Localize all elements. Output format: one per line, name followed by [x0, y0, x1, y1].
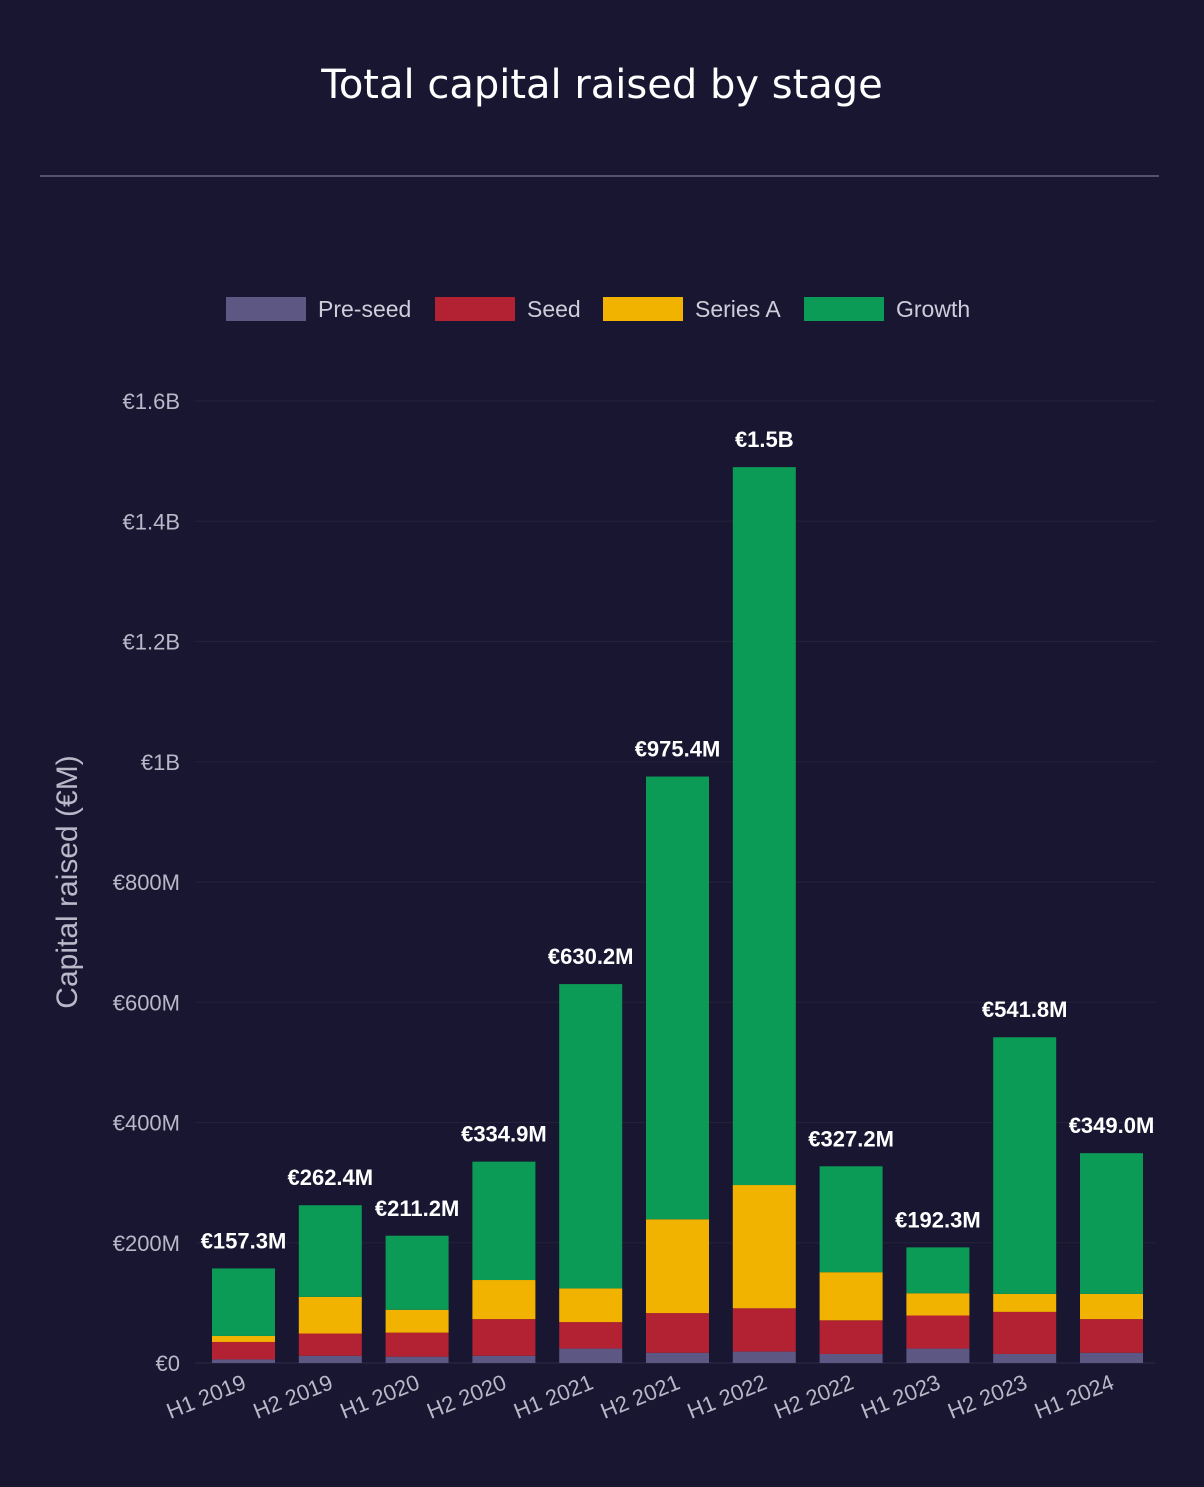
bar-segment-pre-seed [732, 1351, 796, 1363]
bar-segment-series-a [385, 1309, 449, 1333]
bar-segment-seed [993, 1311, 1057, 1354]
bar-segment-series-a [212, 1335, 275, 1342]
bar-segment-seed [819, 1320, 883, 1354]
x-tick-label: H1 2020 [336, 1369, 422, 1423]
y-tick-label: €400M [113, 1111, 180, 1136]
total-label: €1.5B [735, 427, 794, 452]
x-tick-label: H1 2023 [857, 1369, 943, 1423]
bar-segment-seed [1080, 1319, 1143, 1353]
legend-swatch [435, 297, 515, 321]
bar-segment-pre-seed [906, 1348, 970, 1363]
bar-segment-seed [559, 1322, 623, 1349]
bar-segment-growth [906, 1247, 970, 1294]
y-tick-label: €0 [156, 1351, 180, 1376]
x-tick-label: H1 2019 [163, 1369, 249, 1423]
bar-segment-seed [646, 1313, 709, 1353]
bar-segment-growth [212, 1268, 275, 1336]
total-label: €157.3M [201, 1228, 287, 1253]
y-axis-label: Capital raised (€M) [51, 755, 84, 1008]
bar-segment-series-a [298, 1296, 362, 1334]
y-tick-label: €800M [113, 870, 180, 895]
bar-segment-series-a [993, 1293, 1057, 1312]
total-label: €334.9M [461, 1122, 547, 1147]
total-label: €541.8M [982, 997, 1068, 1022]
total-label: €192.3M [895, 1207, 981, 1232]
bar-segment-seed [298, 1333, 362, 1356]
y-tick-label: €200M [113, 1231, 180, 1256]
total-label: €975.4M [635, 737, 721, 762]
total-label: €327.2M [808, 1126, 894, 1151]
legend-label: Series A [695, 296, 781, 322]
bar-segment-seed [732, 1308, 796, 1352]
bar-segment-seed [212, 1341, 275, 1360]
x-tick-label: H2 2022 [770, 1369, 856, 1423]
bar-segment-series-a [819, 1272, 883, 1321]
total-label: €630.2M [548, 944, 634, 969]
x-tick-label: H2 2021 [597, 1369, 683, 1423]
bar-segment-growth [646, 776, 709, 1220]
bar-segment-growth [472, 1161, 536, 1281]
legend-swatch [603, 297, 683, 321]
x-tick-label: H1 2024 [1031, 1369, 1117, 1423]
bar-segment-pre-seed [1080, 1352, 1143, 1363]
bar-segment-growth [993, 1037, 1057, 1294]
total-label: €262.4M [287, 1165, 373, 1190]
legend-label: Pre-seed [318, 296, 411, 322]
x-tick-label: H2 2020 [423, 1369, 509, 1423]
bar-segment-pre-seed [298, 1355, 362, 1363]
bar-segment-pre-seed [993, 1353, 1057, 1363]
bar-segment-pre-seed [212, 1359, 275, 1363]
bar-segment-series-a [646, 1219, 709, 1314]
bar-segment-series-a [906, 1293, 970, 1316]
bar-segment-seed [472, 1319, 536, 1356]
bar-segment-growth [385, 1235, 449, 1310]
y-tick-label: €600M [113, 990, 180, 1015]
y-tick-label: €1.4B [123, 509, 181, 534]
bar-segment-growth [732, 467, 796, 1186]
bar-segment-seed [385, 1332, 449, 1357]
bar-segment-growth [1080, 1153, 1143, 1294]
x-tick-label: H1 2022 [684, 1369, 770, 1423]
bar-segment-pre-seed [472, 1355, 536, 1363]
bar-segment-pre-seed [385, 1356, 449, 1363]
bar-segment-series-a [732, 1185, 796, 1309]
bar-segment-growth [819, 1166, 883, 1273]
bar-segment-seed [906, 1315, 970, 1349]
bar-segment-series-a [472, 1280, 536, 1320]
y-tick-label: €1.6B [123, 389, 181, 414]
x-tick-label: H1 2021 [510, 1369, 596, 1423]
bar-segment-series-a [1080, 1293, 1143, 1320]
total-label: €349.0M [1069, 1113, 1155, 1138]
x-tick-label: H2 2019 [250, 1369, 336, 1423]
bar-segment-growth [559, 984, 623, 1289]
legend-swatch [804, 297, 884, 321]
bar-segment-pre-seed [646, 1352, 709, 1363]
legend-label: Growth [896, 296, 970, 322]
total-label: €211.2M [375, 1196, 459, 1221]
bar-segment-pre-seed [559, 1348, 623, 1363]
legend-swatch [226, 297, 306, 321]
y-tick-label: €1.2B [123, 630, 181, 655]
legend-label: Seed [527, 296, 581, 322]
bar-segment-pre-seed [819, 1353, 883, 1363]
bar-segment-series-a [559, 1288, 623, 1323]
bar-segment-growth [298, 1205, 362, 1297]
chart-title: Total capital raised by stage [321, 62, 883, 108]
title-divider [40, 175, 1159, 177]
y-tick-label: €1B [141, 750, 180, 775]
x-tick-label: H2 2023 [944, 1369, 1030, 1423]
